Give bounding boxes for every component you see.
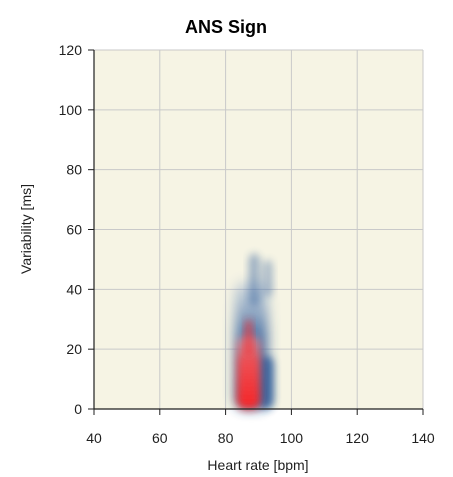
x-tick-label: 80 <box>218 430 234 446</box>
y-tick-label: 100 <box>59 102 83 118</box>
grid-lines <box>93 49 424 410</box>
y-axis-ticks: 0 20 40 60 80 100 120 <box>59 42 94 417</box>
y-tick-label: 80 <box>66 162 82 178</box>
x-tick-label: 60 <box>152 430 168 446</box>
density-high-peak <box>245 319 253 357</box>
x-tick-label: 100 <box>280 430 304 446</box>
y-axis-label: Variability [ms] <box>18 184 34 274</box>
density-low-peak-left <box>248 253 260 307</box>
chart-title: ANS Sign <box>185 17 267 37</box>
y-tick-label: 20 <box>66 341 82 357</box>
x-axis-ticks: 40 60 80 100 120 140 <box>86 409 435 446</box>
density-low-peak-right <box>262 259 273 297</box>
density-low-base-right <box>257 356 274 409</box>
heatmap-layer <box>234 253 274 409</box>
y-tick-label: 40 <box>66 281 82 297</box>
y-tick-label: 0 <box>74 401 82 417</box>
x-tick-label: 140 <box>411 430 435 446</box>
x-tick-label: 120 <box>346 430 370 446</box>
density-high-region <box>236 319 261 409</box>
y-tick-label: 120 <box>59 42 83 58</box>
density-high-core <box>236 335 261 409</box>
x-tick-label: 40 <box>86 430 102 446</box>
x-axis-label: Heart rate [bpm] <box>207 457 308 473</box>
y-tick-label: 60 <box>66 222 82 238</box>
